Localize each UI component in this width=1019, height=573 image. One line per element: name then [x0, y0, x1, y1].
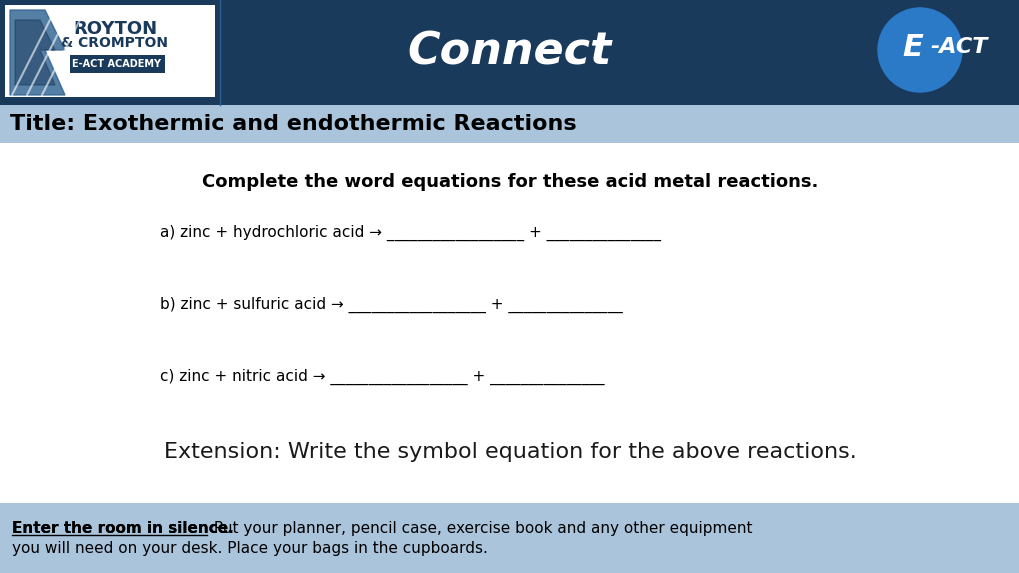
Text: you will need on your desk. Place your bags in the cupboards.: you will need on your desk. Place your b… [12, 541, 487, 556]
FancyBboxPatch shape [0, 0, 1019, 105]
Text: b) zinc + sulfuric acid → __________________ + _______________: b) zinc + sulfuric acid → ______________… [160, 297, 623, 313]
Text: Title: Exothermic and endothermic Reactions: Title: Exothermic and endothermic Reacti… [10, 114, 576, 134]
Circle shape [877, 8, 961, 92]
Text: Extension: Write the symbol equation for the above reactions.: Extension: Write the symbol equation for… [163, 442, 856, 462]
Text: Complete the word equations for these acid metal reactions.: Complete the word equations for these ac… [202, 173, 817, 191]
Text: c) zinc + nitric acid → __________________ + _______________: c) zinc + nitric acid → ________________… [160, 369, 604, 385]
Text: -ACT: -ACT [929, 37, 986, 57]
Text: E: E [901, 33, 922, 61]
FancyBboxPatch shape [70, 55, 165, 73]
Text: & CROMPTON: & CROMPTON [61, 36, 168, 50]
FancyBboxPatch shape [0, 105, 1019, 143]
Text: Connect: Connect [408, 30, 611, 73]
Text: ROYTON: ROYTON [73, 20, 157, 38]
Polygon shape [10, 10, 65, 95]
Text: E-ACT ACADEMY: E-ACT ACADEMY [72, 59, 161, 69]
Text: a) zinc + hydrochloric acid → __________________ + _______________: a) zinc + hydrochloric acid → __________… [160, 225, 660, 241]
Text: Enter the room in silence.: Enter the room in silence. [12, 521, 233, 536]
FancyBboxPatch shape [0, 503, 1019, 573]
Text: Enter the room in silence.: Enter the room in silence. [12, 521, 233, 536]
Polygon shape [15, 20, 55, 85]
Text: Put your planner, pencil case, exercise book and any other equipment: Put your planner, pencil case, exercise … [209, 521, 752, 536]
FancyBboxPatch shape [5, 5, 215, 97]
